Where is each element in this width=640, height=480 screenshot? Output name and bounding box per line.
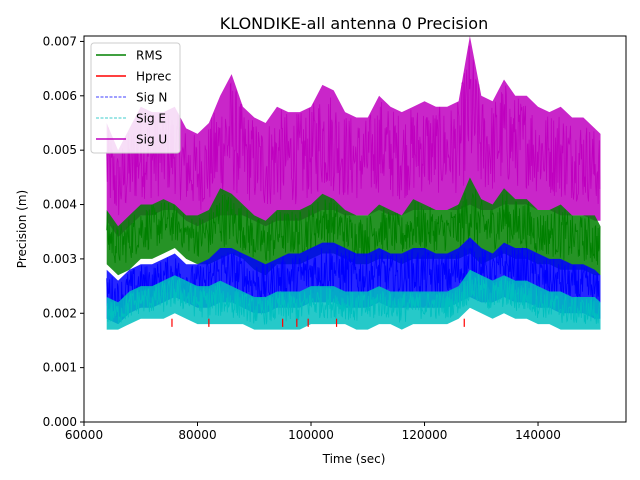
series-sig-e (106, 269, 601, 330)
legend: RMS Hprec Sig N Sig E Sig U (90, 42, 181, 154)
x-axis-label: Time (sec) (322, 452, 386, 466)
legend-box (90, 42, 181, 154)
y-axis-label: Precision (m) (15, 190, 29, 268)
legend-label: Sig E (136, 112, 166, 126)
y-axis-ticks: 0.000 0.001 0.002 0.003 0.004 0.005 0.006 0.007 (43, 34, 84, 429)
y-tick-label: 0.003 (43, 252, 77, 266)
y-tick-label: 0.001 (43, 361, 77, 375)
x-tick-label: 60000 (65, 428, 103, 442)
series-hprec (171, 318, 465, 327)
legend-label: RMS (136, 49, 162, 63)
y-tick-label: 0.007 (43, 34, 77, 48)
legend-label: Sig U (136, 133, 167, 147)
series-layer (106, 36, 601, 330)
series-envelope (106, 269, 601, 330)
y-tick-label: 0.004 (43, 198, 77, 212)
x-tick-label: 140000 (515, 428, 561, 442)
plot-frame (83, 35, 627, 423)
legend-label: Sig N (136, 91, 167, 105)
x-axis-ticks: 60000 80000 100000 120000 140000 (65, 422, 561, 442)
series-trace (106, 45, 601, 216)
series-trace (106, 270, 601, 325)
x-tick-label: 120000 (402, 428, 448, 442)
legend-label: Hprec (136, 70, 171, 84)
y-tick-label: 0.006 (43, 89, 77, 103)
y-tick-label: 0.005 (43, 143, 77, 157)
x-tick-label: 100000 (288, 428, 334, 442)
x-tick-label: 80000 (178, 428, 216, 442)
y-tick-label: 0.002 (43, 306, 77, 320)
chart-title: KLONDIKE-all antenna 0 Precision (220, 14, 488, 33)
y-tick-label: 0.000 (43, 415, 77, 429)
series-sig-u (106, 36, 601, 238)
